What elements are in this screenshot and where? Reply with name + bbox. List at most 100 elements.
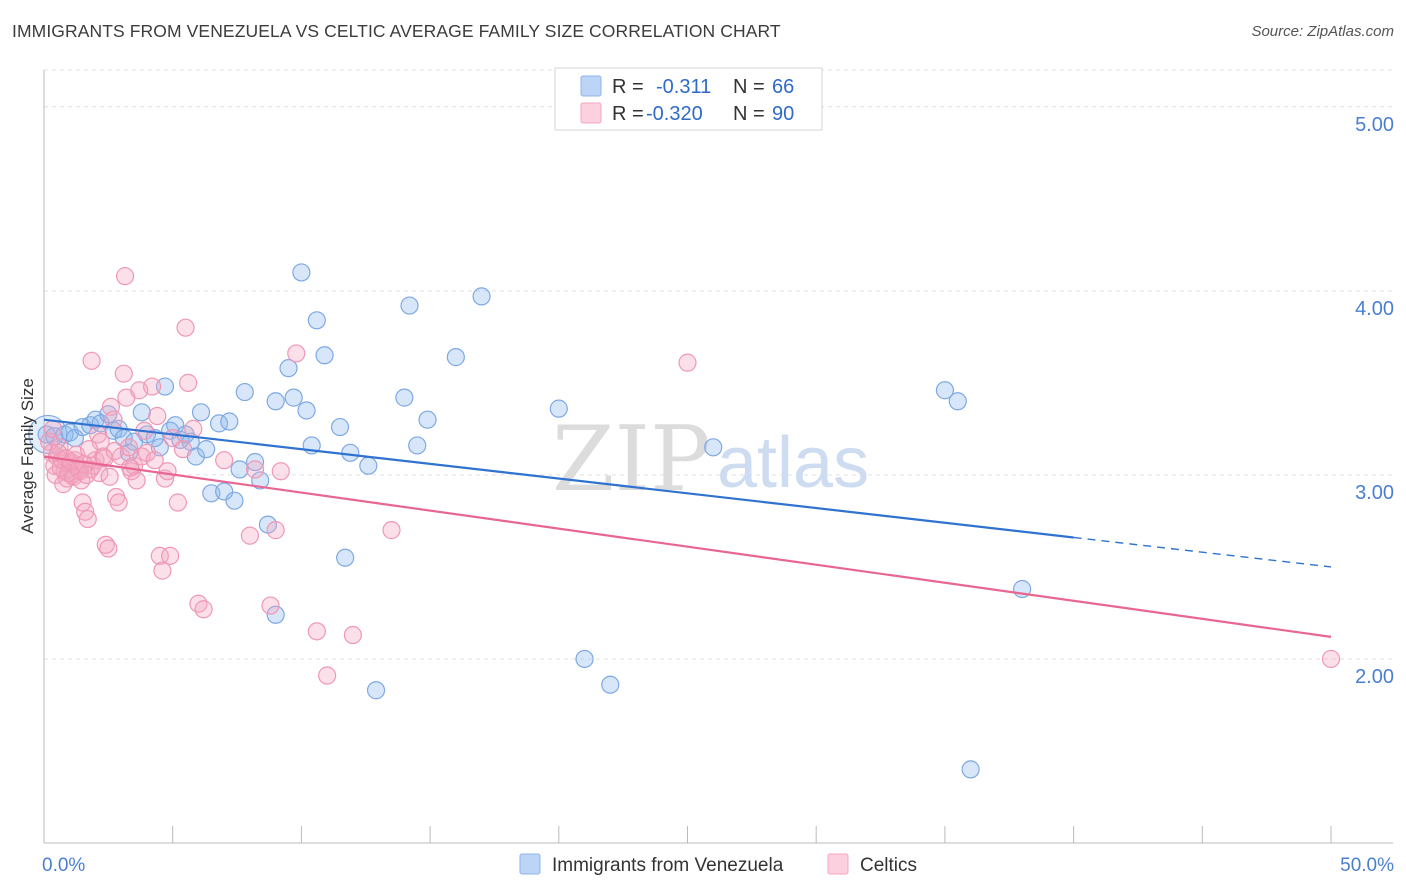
data-point [137,443,157,462]
x-tick-labels: 0.0% 50.0% [42,855,1394,876]
data-point [215,482,234,501]
data-point [197,440,216,459]
y-tick-label: 3.00 [1355,482,1394,504]
data-point [230,460,249,479]
data-point [176,318,195,337]
data-point [366,681,386,700]
data-point [143,377,162,396]
data-point [225,491,244,510]
legend-n-label: N = [733,103,765,125]
data-point [99,539,118,558]
data-point [318,666,337,685]
data-point [287,344,306,363]
data-point [678,353,697,372]
watermark-zip: ZIP [552,407,711,512]
data-point [575,649,594,669]
legend-label-venezuela: Immigrants from Venezuela [552,855,784,876]
legend-r-value: -0.311 [656,76,711,98]
legend-r-label: R = [612,103,644,125]
data-point [179,373,198,392]
data-point [284,388,303,407]
trend-line-venezuela [43,418,1074,539]
data-point [935,381,955,400]
data-point [114,364,133,383]
x-tick-label: 50.0% [1340,855,1394,876]
data-point [330,417,350,437]
data-point [220,412,239,431]
data-point [82,351,101,370]
data-point [115,267,135,286]
data-point [194,600,213,619]
data-point [292,263,311,282]
data-point [78,509,97,529]
data-point [948,392,967,411]
legend-n-value: 66 [772,76,794,98]
data-point [315,346,334,365]
data-point [336,548,355,567]
axes [43,70,1393,844]
y-tick-label: 2.00 [1355,666,1394,688]
legend-swatch-celtics [827,853,849,875]
data-point [184,419,203,438]
data-point [341,443,360,462]
data-point [150,546,169,565]
legend-r-value: -0.320 [646,103,703,125]
data-point [145,451,164,470]
legend-label-celtics: Celtics [860,855,917,876]
data-point [271,462,290,481]
chart-source: Source: ZipAtlas.com [1251,23,1394,40]
data-point [148,406,167,426]
watermark-atlas: atlas [717,423,869,503]
data-point [155,377,175,396]
data-point [76,502,95,521]
data-point [1321,649,1341,669]
data-point [100,467,119,486]
data-point [119,438,139,457]
data-point [235,382,254,402]
y-tick-label: 4.00 [1355,298,1394,320]
data-point [158,462,177,481]
data-point [43,419,63,438]
legend-n-value: 90 [772,103,794,125]
legend-r-label: R = [612,76,644,98]
data-point [189,594,208,613]
gridlines [44,69,1393,660]
data-point [395,388,414,407]
data-point [601,675,620,694]
x-tick-label: 0.0% [42,855,85,876]
data-point [191,403,211,422]
data-point [343,625,362,645]
data-point [297,401,316,420]
data-point [173,440,193,459]
data-point [279,359,298,378]
data-point [408,436,427,455]
data-point [266,605,285,624]
data-point [245,460,265,479]
legend-swatch-venezuela [519,853,541,875]
data-point [382,521,401,540]
data-point [359,456,378,475]
data-point [215,451,234,470]
legend-n-label: N = [733,76,765,98]
data-point [105,441,124,461]
series-legend: Immigrants from Venezuela Celtics [519,853,917,876]
data-point [153,561,172,580]
data-point [95,449,114,468]
chart-title: IMMIGRANTS FROM VENEZUELA VS CELTIC AVER… [12,21,781,41]
trend-line-venezuela-extrapolated [1073,536,1332,568]
data-point [266,521,285,540]
data-point [161,546,180,565]
data-point [79,440,99,459]
legend-swatch-venezuela [580,75,602,97]
correlation-legend: R = -0.311 N = 66 R = -0.320 N = 90 [554,67,823,131]
data-point [266,392,285,411]
data-points [28,263,1341,779]
data-point [104,410,123,429]
trend-lines [43,418,1332,638]
data-point [307,311,326,330]
data-point [472,287,491,306]
data-point [251,471,270,490]
data-point [245,452,265,472]
data-point [307,622,326,641]
